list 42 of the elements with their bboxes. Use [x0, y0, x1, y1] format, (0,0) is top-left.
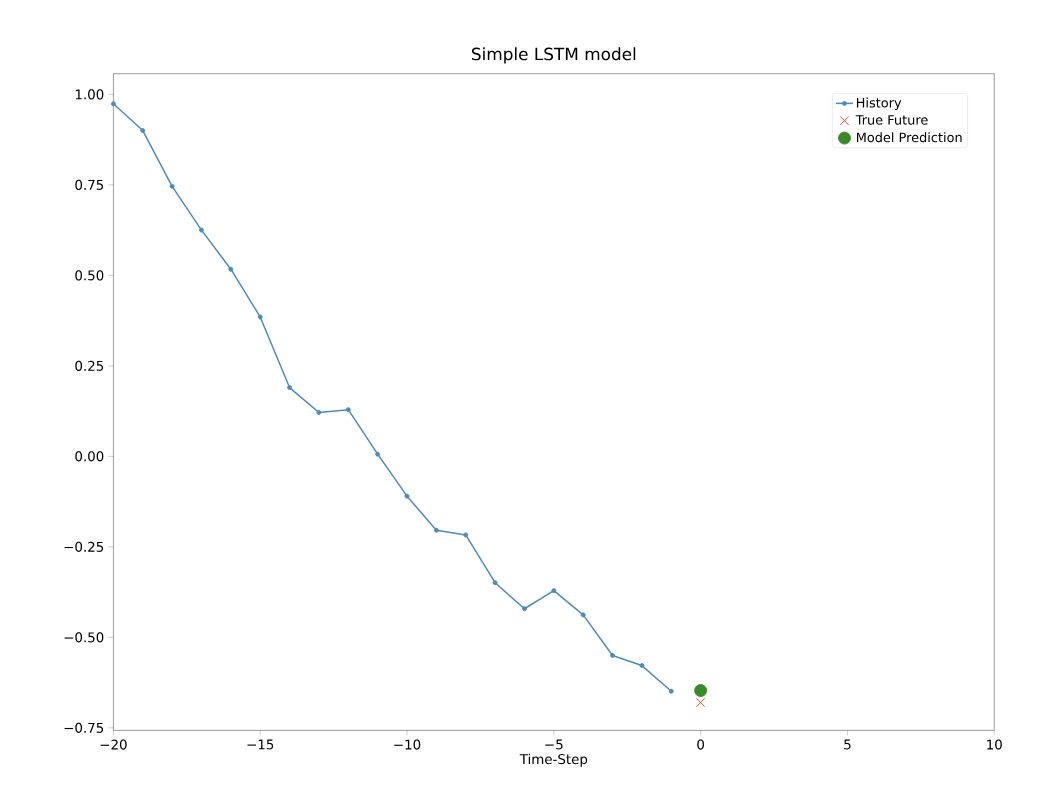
chart-title: Simple LSTM model: [471, 47, 636, 64]
point: [580, 612, 586, 618]
point: [169, 183, 175, 189]
point: [257, 314, 263, 320]
y-tick-label: −0.25: [64, 541, 104, 552]
point: [694, 684, 708, 697]
point: [521, 606, 527, 612]
point: [199, 227, 204, 233]
y-tick-label: 0.50: [75, 270, 104, 281]
x-tick-label: −5: [545, 739, 563, 750]
x-tick-label: 10: [987, 739, 1002, 750]
y-tick-label: 0.00: [75, 451, 104, 462]
point: [610, 652, 616, 658]
point: [463, 532, 469, 538]
x-tick-label: −15: [247, 739, 274, 750]
y-tick-label: 0.75: [75, 179, 104, 190]
x-tick-label: −20: [100, 739, 127, 750]
point: [110, 101, 116, 107]
point: [316, 409, 322, 415]
legend-label: Model Prediction: [856, 132, 962, 143]
y-tick-label: −0.50: [64, 632, 104, 643]
point: [228, 266, 234, 272]
point: [639, 663, 645, 668]
point: [492, 580, 498, 586]
point: [551, 588, 557, 594]
point: [695, 697, 706, 708]
point: [668, 688, 674, 694]
point: [140, 127, 146, 133]
y-tick-label: −0.75: [64, 722, 104, 733]
point: [404, 493, 410, 499]
x-tick-label: −10: [394, 739, 421, 750]
x-axis-title: Time-Step: [519, 753, 588, 767]
y-tick-label: 1.00: [75, 89, 104, 100]
point: [345, 407, 351, 413]
point: [433, 527, 439, 533]
x-tick-label: 5: [844, 739, 851, 750]
point: [287, 385, 293, 390]
y-tick-label: 0.25: [75, 360, 104, 371]
x-tick-label: 0: [697, 739, 705, 750]
legend-label: True Future: [855, 115, 928, 125]
legend-label: History: [856, 97, 902, 110]
point: [375, 451, 381, 457]
